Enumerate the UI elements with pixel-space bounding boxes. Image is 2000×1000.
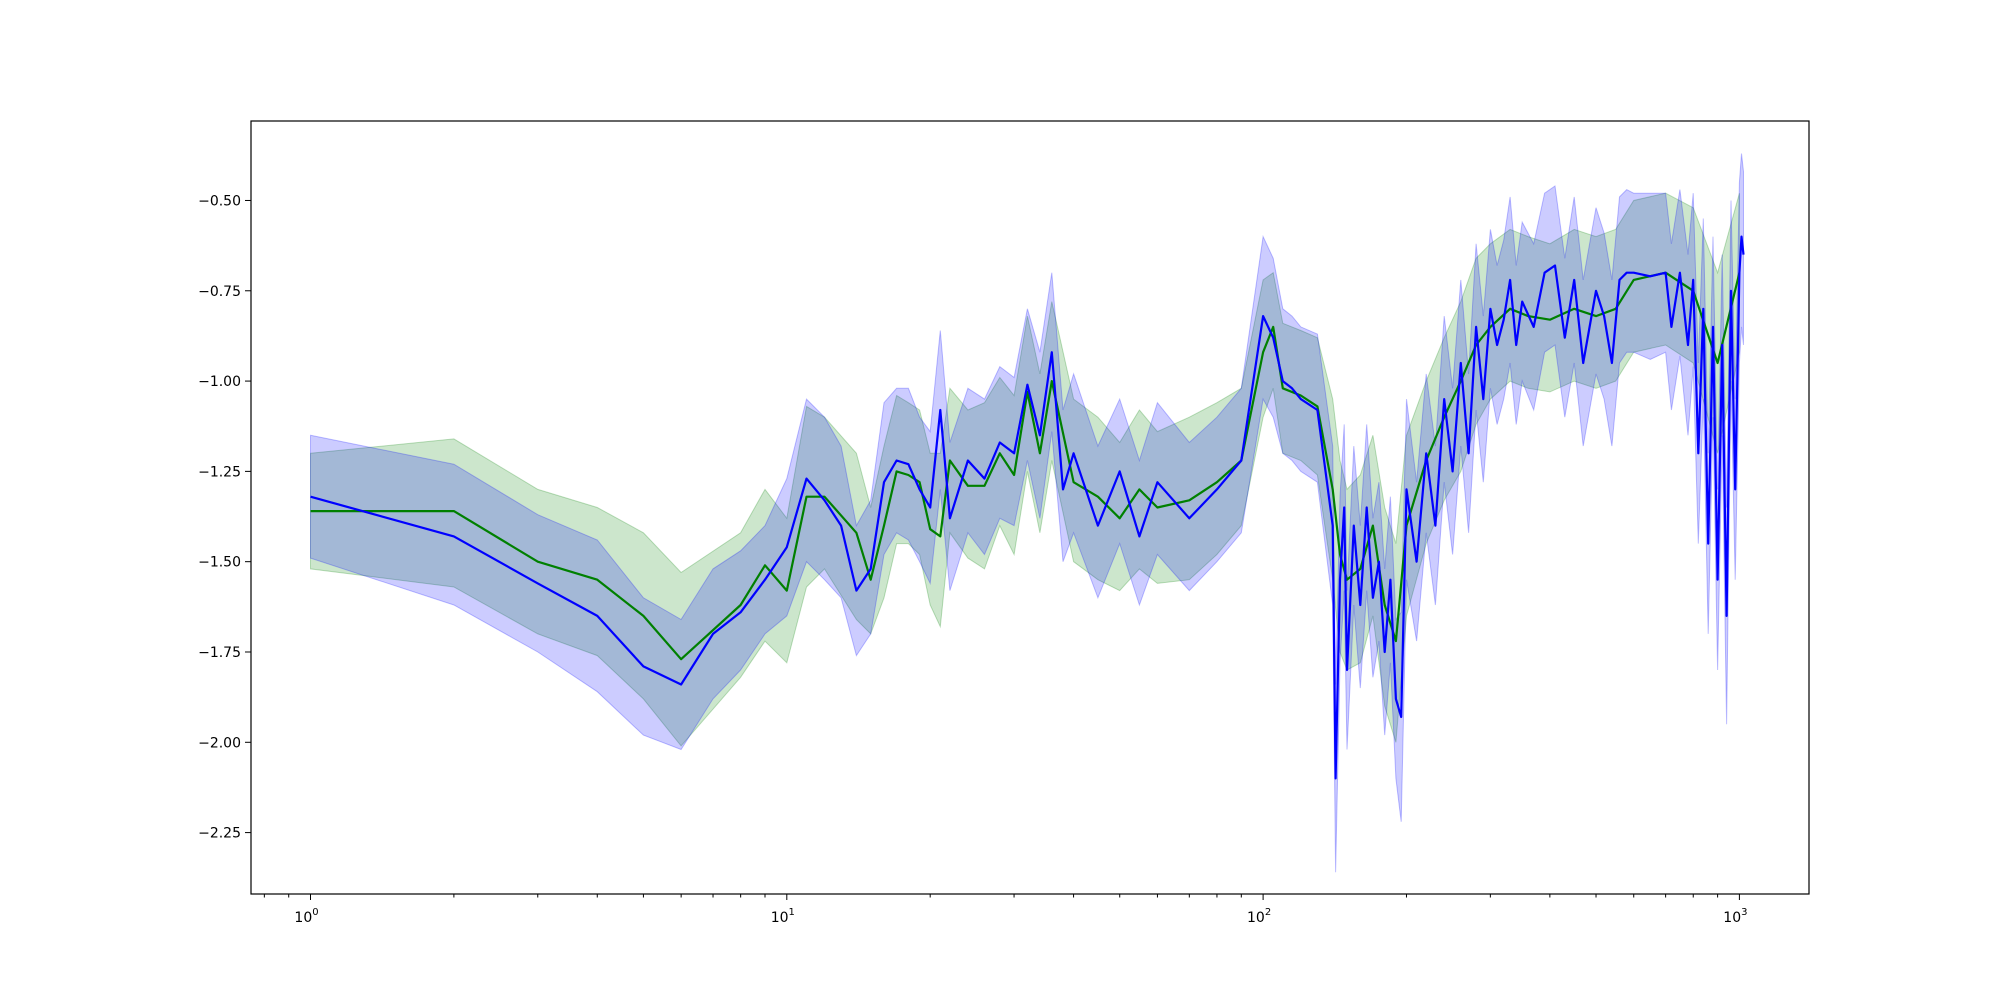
y-tick-label: −0.75 [198,284,241,300]
y-axis: −0.50 −0.75 −1.00 −1.25 −1.50 −1.75 −2.00 −2.25 [198,193,251,842]
x-tick-label: 102 [1247,907,1271,926]
x-tick-label: 101 [771,907,795,926]
y-tick-label: −2.25 [198,826,241,842]
x-tick-label: 100 [294,907,318,926]
series-2-line [310,235,1745,780]
y-tick-label: −2.00 [198,735,241,751]
y-tick-label: −1.00 [198,374,241,390]
plot-area-frame [250,120,1810,895]
series-lines [310,235,1745,780]
x-tick-label: 103 [1723,907,1747,926]
uncertainty-bands [310,153,1744,873]
y-tick-label: −1.50 [198,555,241,571]
y-tick-label: −1.75 [198,645,241,661]
y-tick-label: −0.50 [198,193,241,209]
y-tick-label: −1.25 [198,464,241,480]
x-axis: 100 101 102 103 [263,894,1748,926]
series-1-line [310,271,1741,661]
series-2-band [310,153,1744,873]
